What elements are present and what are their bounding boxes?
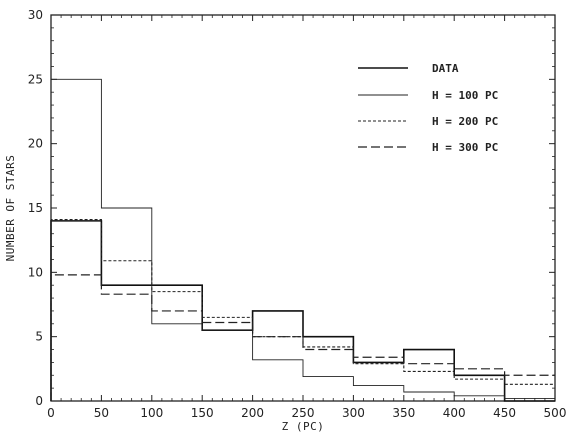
x-tick-label: 400: [443, 406, 466, 420]
x-tick-label: 150: [191, 406, 214, 420]
series-h-100-pc-step-line: [50, 78, 555, 401]
y-tick-label: 25: [28, 72, 43, 86]
y-axis-title: NUMBER OF STARS: [4, 155, 17, 262]
y-tick-label: 5: [35, 330, 43, 344]
x-tick-label: 250: [292, 406, 315, 420]
x-tick-label: 500: [544, 406, 567, 420]
series-h-200-pc-step-line: [50, 219, 555, 401]
legend-label-data: DATA: [432, 62, 459, 75]
y-tick-label: 20: [28, 137, 43, 151]
legend: DATA H = 100 PC H = 200 PC H = 300 PC: [358, 62, 498, 154]
x-axis-title: Z (PC): [282, 420, 325, 433]
series-layer: [50, 78, 555, 402]
y-tick-label: 10: [28, 265, 43, 279]
legend-label-h-200-pc: H = 200 PC: [432, 115, 498, 128]
y-tick-label: 15: [28, 201, 43, 215]
x-tick-label: 450: [493, 406, 516, 420]
x-tick-label: 0: [47, 406, 55, 420]
x-tick-label: 300: [342, 406, 365, 420]
x-tick-label: 50: [94, 406, 109, 420]
y-axis-ticks: 0 5 10 15 20 25 30: [28, 8, 555, 408]
series-h-300-pc-step-line: [50, 274, 555, 401]
legend-label-h-300-pc: H = 300 PC: [432, 141, 498, 154]
legend-label-h-100-pc: H = 100 PC: [432, 89, 498, 102]
x-tick-label: 200: [241, 406, 264, 420]
x-axis-ticks: 0 50 100 150 200 250 300 350 400 450 500: [47, 15, 566, 420]
x-tick-label: 350: [392, 406, 415, 420]
y-tick-label: 0: [35, 394, 43, 408]
y-tick-label: 30: [28, 8, 43, 22]
x-tick-label: 100: [140, 406, 163, 420]
